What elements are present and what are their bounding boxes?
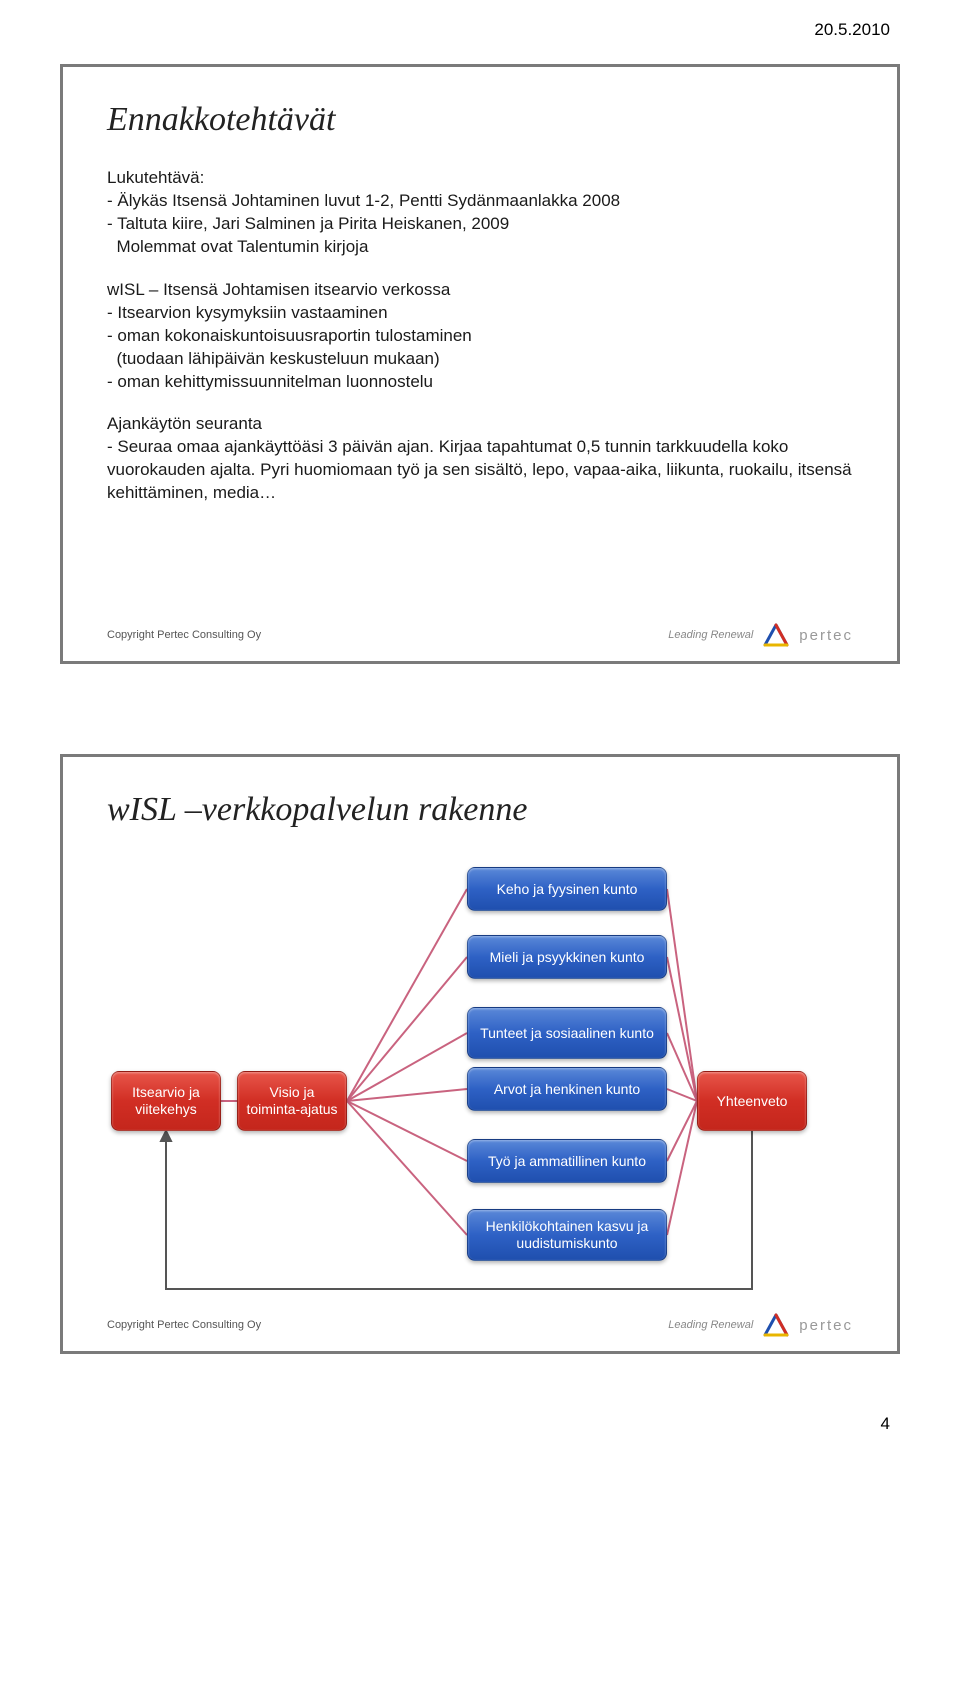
page: 20.5.2010 Ennakkotehtävät Lukutehtävä: -… (0, 0, 960, 1464)
slide1-footer: Copyright Pertec Consulting Oy Leading R… (107, 623, 853, 647)
node-keho: Keho ja fyysinen kunto (467, 867, 667, 911)
node-yhteenveto: Yhteenveto (697, 1071, 807, 1131)
footer-right-2: Leading Renewal pertec (668, 1313, 853, 1337)
s1-p2-l3: (tuodaan lähipäivän keskusteluun mukaan) (107, 348, 853, 371)
s1-p2-l1: - Itsearvion kysymyksiin vastaaminen (107, 302, 853, 325)
node-mieli: Mieli ja psyykkinen kunto (467, 935, 667, 979)
s1-p3-label: Ajankäytön seuranta (107, 413, 853, 436)
s1-p1-l2: - Taltuta kiire, Jari Salminen ja Pirita… (107, 213, 853, 236)
footer-copyright: Copyright Pertec Consulting Oy (107, 629, 261, 641)
footer-right: Leading Renewal pertec (668, 623, 853, 647)
node-arvot: Arvot ja henkinen kunto (467, 1067, 667, 1111)
s1-p2-label: wISL – Itsensä Johtamisen itsearvio verk… (107, 279, 853, 302)
s1-p3-l1: - Seuraa omaa ajankäyttöäsi 3 päivän aja… (107, 436, 853, 505)
footer-tag: Leading Renewal (668, 629, 753, 641)
page-number: 4 (60, 1414, 900, 1434)
node-tunteet: Tunteet ja sosiaalinen kunto (467, 1007, 667, 1059)
footer-brand-2: pertec (799, 1317, 853, 1334)
node-henk: Henkilökohtainen kasvu ja uudistumiskunt… (467, 1209, 667, 1261)
node-tyo: Työ ja ammatillinen kunto (467, 1139, 667, 1183)
s1-p2-l2: - oman kokonaiskuntoisuusraportin tulost… (107, 325, 853, 348)
header-date: 20.5.2010 (60, 20, 900, 40)
s1-p2-l4: - oman kehittymissuunnitelman luonnostel… (107, 371, 853, 394)
triangle-logo-icon (763, 1313, 789, 1337)
slide1-title: Ennakkotehtävät (107, 101, 853, 139)
slide2-title: wISL –verkkopalvelun rakenne (107, 791, 853, 829)
slide2-footer: Copyright Pertec Consulting Oy Leading R… (107, 1313, 853, 1337)
footer-copyright-2: Copyright Pertec Consulting Oy (107, 1319, 261, 1331)
s1-p1-l1: - Älykäs Itsensä Johtaminen luvut 1-2, P… (107, 190, 853, 213)
slide-1: Ennakkotehtävät Lukutehtävä: - Älykäs It… (60, 64, 900, 664)
node-visio: Visio ja toiminta-ajatus (237, 1071, 347, 1131)
diagram: Itsearvio ja viitekehys Visio ja toimint… (107, 857, 853, 1327)
footer-brand: pertec (799, 627, 853, 644)
node-itsearvio: Itsearvio ja viitekehys (111, 1071, 221, 1131)
s1-p1-l3: Molemmat ovat Talentumin kirjoja (107, 236, 853, 259)
slide-2: wISL –verkkopalvelun rakenne (60, 754, 900, 1354)
slide1-body: Lukutehtävä: - Älykäs Itsensä Johtaminen… (107, 167, 853, 505)
s1-p1-label: Lukutehtävä: (107, 167, 853, 190)
triangle-logo-icon (763, 623, 789, 647)
footer-tag-2: Leading Renewal (668, 1319, 753, 1331)
